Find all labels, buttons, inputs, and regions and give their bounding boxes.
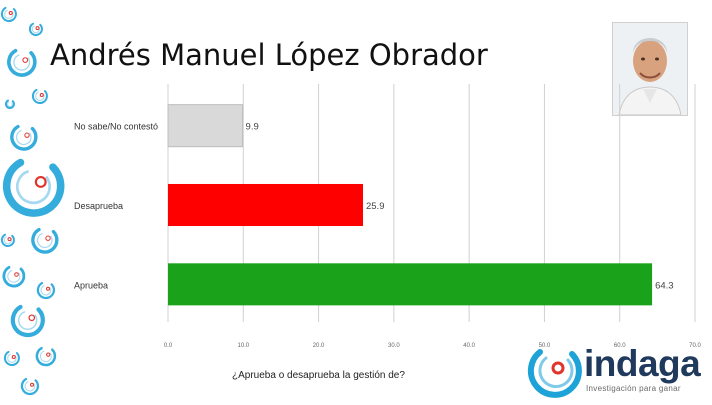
category-label: No sabe/No contestó (74, 122, 158, 132)
portrait-photo (612, 22, 688, 116)
logo-wordmark: indaga (584, 343, 701, 384)
x-tick-label: 40.0 (463, 343, 475, 349)
swirl-ring (7, 48, 37, 77)
swirl-ring (10, 124, 38, 151)
swirl-ring (10, 304, 45, 338)
swirl-ring (0, 6, 17, 22)
swirl-ring (3, 350, 20, 366)
swirl-ring (31, 88, 48, 104)
x-tick-label: 60.0 (614, 343, 626, 349)
swirl-ring (0, 233, 15, 248)
category-label: Aprueba (74, 280, 108, 290)
swirl-ring (20, 377, 39, 396)
chart-question: ¿Aprueba o desaprueba la gestión de? (232, 370, 405, 381)
logo-tagline: Investigación para ganar (586, 384, 681, 393)
swirl-ring (2, 158, 65, 217)
x-tick-label: 30.0 (388, 343, 400, 349)
category-label: Desaprueba (74, 201, 123, 211)
swirl-ring (35, 346, 57, 367)
bar (167, 104, 244, 148)
x-tick-label: 10.0 (237, 343, 249, 349)
page-title: Andrés Manuel López Obrador (50, 38, 488, 72)
swirl-ring (2, 265, 26, 288)
indaga-logo: indaga Investigación para ganar (524, 343, 710, 400)
value-label: 9.9 (246, 122, 259, 133)
decorative-swirls (0, 6, 65, 396)
x-tick-label: 0.0 (164, 343, 173, 349)
x-tick-label: 20.0 (313, 343, 325, 349)
swirl-ring (28, 22, 43, 37)
x-tick-label: 50.0 (539, 343, 551, 349)
x-tick-label: 70.0 (689, 343, 701, 349)
indaga-logo-icon (527, 349, 582, 398)
bar (168, 183, 363, 227)
bar (168, 263, 653, 306)
swirl-ring (31, 227, 59, 254)
value-label: 64.3 (655, 280, 674, 291)
swirl-ring (5, 99, 15, 109)
swirl-ring (36, 281, 55, 300)
value-label: 25.9 (366, 201, 385, 212)
